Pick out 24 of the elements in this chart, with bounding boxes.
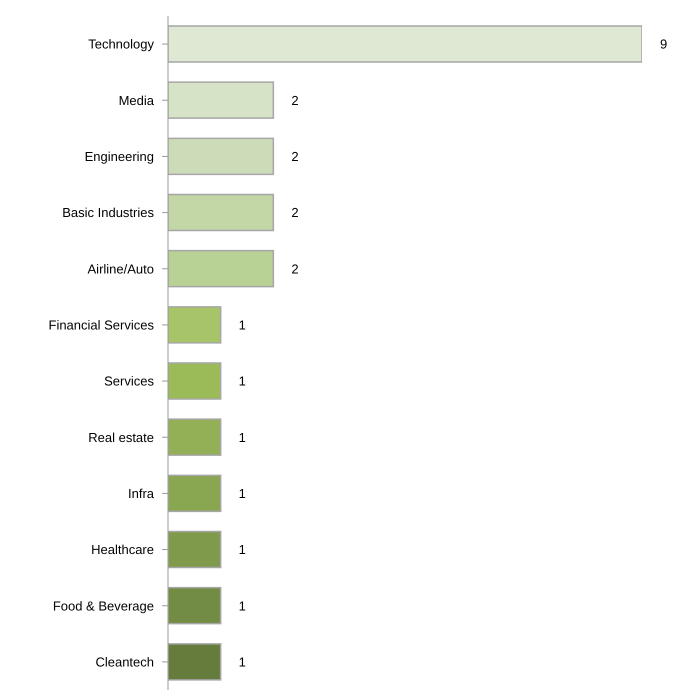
data-label: 2 xyxy=(291,261,299,276)
data-label: 2 xyxy=(291,148,299,164)
data-label: 1 xyxy=(238,374,246,389)
y-tick-label: Healthcare xyxy=(91,542,154,558)
y-tick-label: Basic Industries xyxy=(62,205,154,220)
data-label: 1 xyxy=(238,430,246,445)
y-tick-label: Services xyxy=(104,374,154,389)
data-label: 2 xyxy=(291,205,299,220)
y-tick-label: Airline/Auto xyxy=(88,261,154,276)
data-label: 1 xyxy=(238,542,246,558)
y-tick-label: Engineering xyxy=(84,149,154,164)
data-label: 1 xyxy=(238,486,246,501)
y-tick-label: Technology xyxy=(88,36,154,52)
data-label: 1 xyxy=(238,598,246,614)
y-tick-label: Media xyxy=(118,92,155,108)
data-label: 2 xyxy=(291,92,299,108)
y-tick-label: Real estate xyxy=(88,430,154,445)
data-label: 1 xyxy=(238,317,246,332)
y-tick-label: Financial Services xyxy=(48,318,154,333)
y-tick-label: Food & Beverage xyxy=(52,598,154,614)
data-label: 1 xyxy=(238,654,246,670)
data-label: 9 xyxy=(660,36,668,52)
y-tick-label: Cleantech xyxy=(95,654,154,670)
y-tick-label: Infra xyxy=(128,486,155,502)
